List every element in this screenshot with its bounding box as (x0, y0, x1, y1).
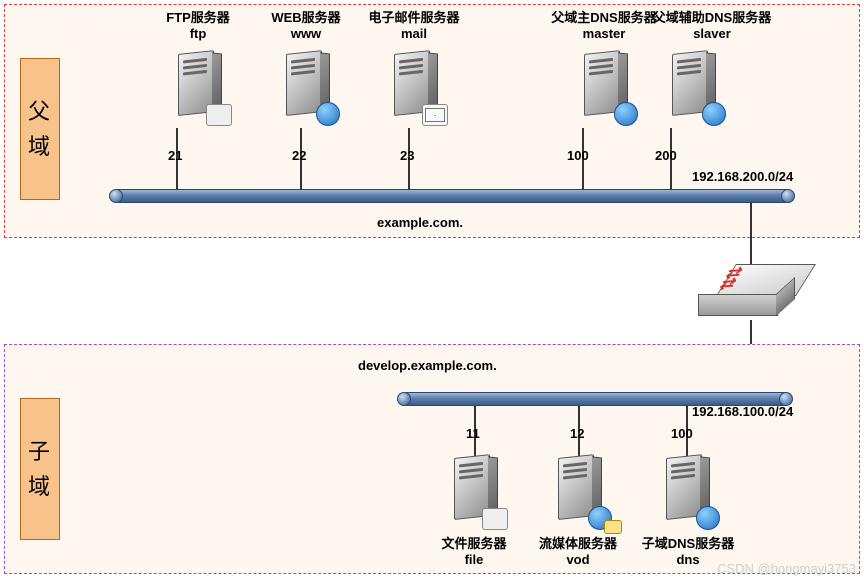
parent-zone-label-char1: 父 (28, 94, 52, 129)
child-zone-label-box: 子 域 (20, 398, 60, 540)
server-vod-icon (552, 458, 608, 526)
parent-zone-label-box: 父 域 (20, 58, 60, 200)
server-ftp-octet: 21 (168, 148, 182, 163)
server-master-icon (578, 54, 634, 122)
server-mail-octet: 23 (400, 148, 414, 163)
server-www-octet: 22 (292, 148, 306, 163)
switch-device-icon: ⇄⇄ (716, 264, 794, 316)
child-zone-label-char1: 子 (28, 434, 52, 469)
parent-network-cidr: 192.168.200.0/24 (692, 169, 852, 184)
server-slaver-title: 父域辅助DNS服务器 slaver (642, 10, 782, 43)
server-www-icon (280, 54, 336, 122)
parent-network-bus (112, 189, 792, 203)
child-domain-label: develop.example.com. (358, 358, 578, 373)
server-mail-title: 电子邮件服务器 mail (344, 10, 484, 43)
server-dns-icon (660, 458, 716, 526)
server-vod-octet: 12 (570, 426, 584, 441)
server-dns-title: 子域DNS服务器 dns (618, 536, 758, 569)
parent-domain-label: example.com. (330, 215, 510, 230)
server-mail-icon (388, 54, 444, 122)
child-zone-label-char2: 域 (28, 469, 52, 504)
server-file-octet: 11 (466, 426, 480, 441)
server-file-icon (448, 458, 504, 526)
server-dns-octet: 100 (671, 426, 693, 441)
parent-zone-label-char2: 域 (28, 129, 52, 164)
server-slaver-octet: 200 (655, 148, 677, 163)
server-master-octet: 100 (567, 148, 589, 163)
child-network-cidr: 192.168.100.0/24 (692, 404, 852, 419)
server-ftp-icon (172, 54, 228, 122)
server-slaver-icon (666, 54, 722, 122)
interconnect-line-upper (750, 203, 752, 267)
